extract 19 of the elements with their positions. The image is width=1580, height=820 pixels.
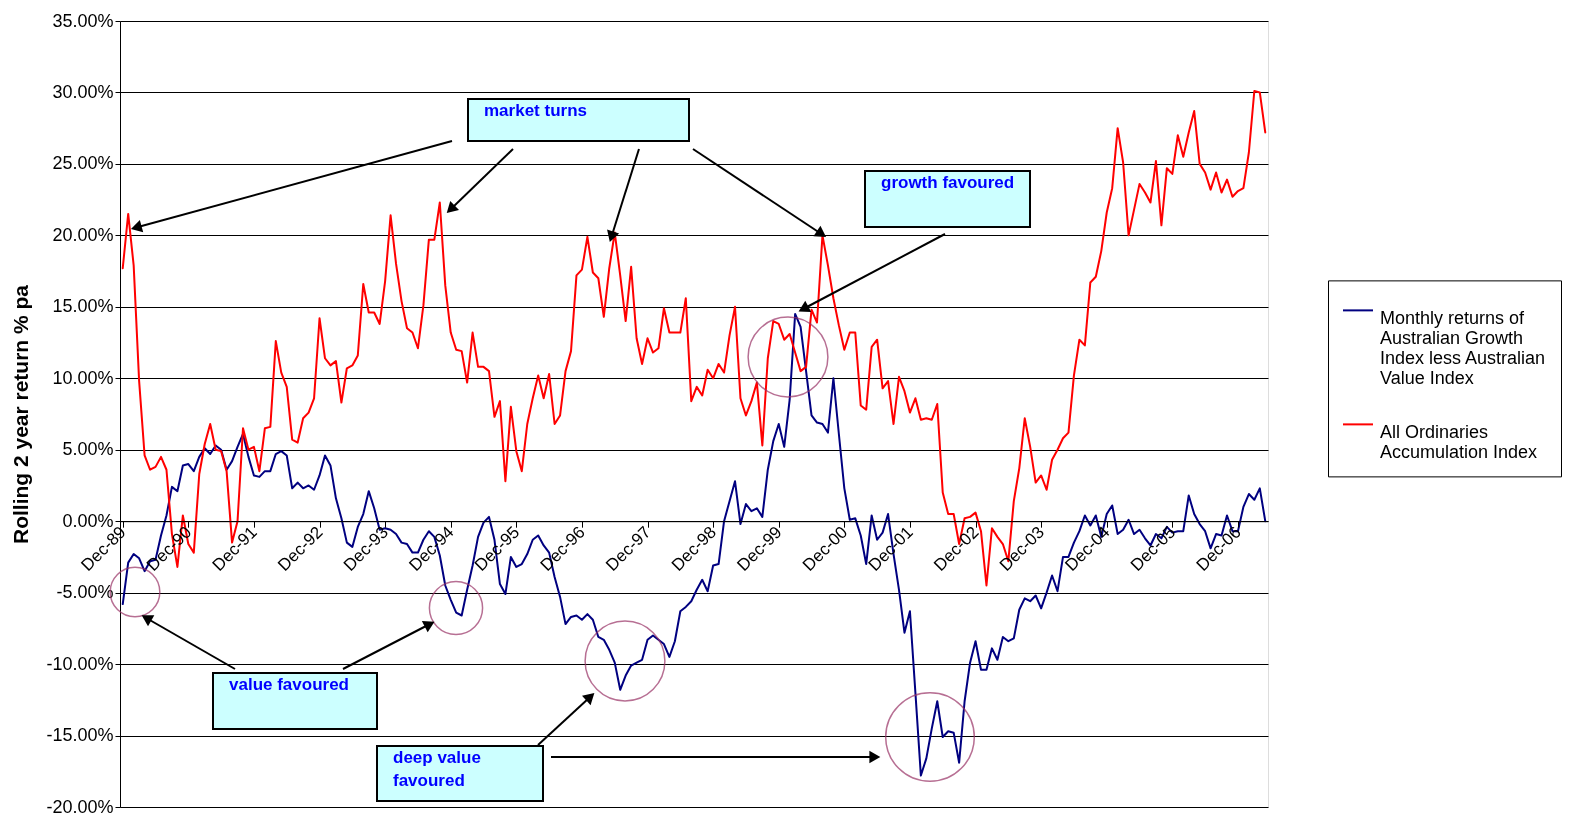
annotation: value favoured	[229, 675, 349, 694]
annotation: growth favoured	[881, 173, 1015, 192]
legend-label: All Ordinaries Accumulation Index	[1380, 422, 1538, 463]
legend-label: Monthly returns of Australian Growth Index less Australian Value Index	[1380, 308, 1546, 389]
y-tick-label: -15.00%	[46, 725, 114, 746]
y-axis-title: Rolling 2 year return % pa	[9, 284, 33, 545]
y-tick-label: -5.00%	[56, 582, 114, 603]
y-tick-label: 0.00%	[62, 510, 114, 531]
annotation: deep value favoured	[393, 748, 481, 790]
y-tick-label: -20.00%	[46, 796, 114, 817]
y-tick-label: 20.00%	[52, 224, 114, 245]
annotation: market turns	[484, 101, 587, 120]
y-tick-label: 25.00%	[52, 153, 114, 174]
y-tick-label: 30.00%	[52, 81, 114, 102]
y-tick-label: 15.00%	[52, 296, 114, 317]
y-tick-label: 35.00%	[52, 10, 114, 31]
y-tick-label: -10.00%	[46, 653, 114, 674]
y-tick-label: 10.00%	[52, 367, 114, 388]
y-tick-label: 5.00%	[62, 439, 114, 460]
